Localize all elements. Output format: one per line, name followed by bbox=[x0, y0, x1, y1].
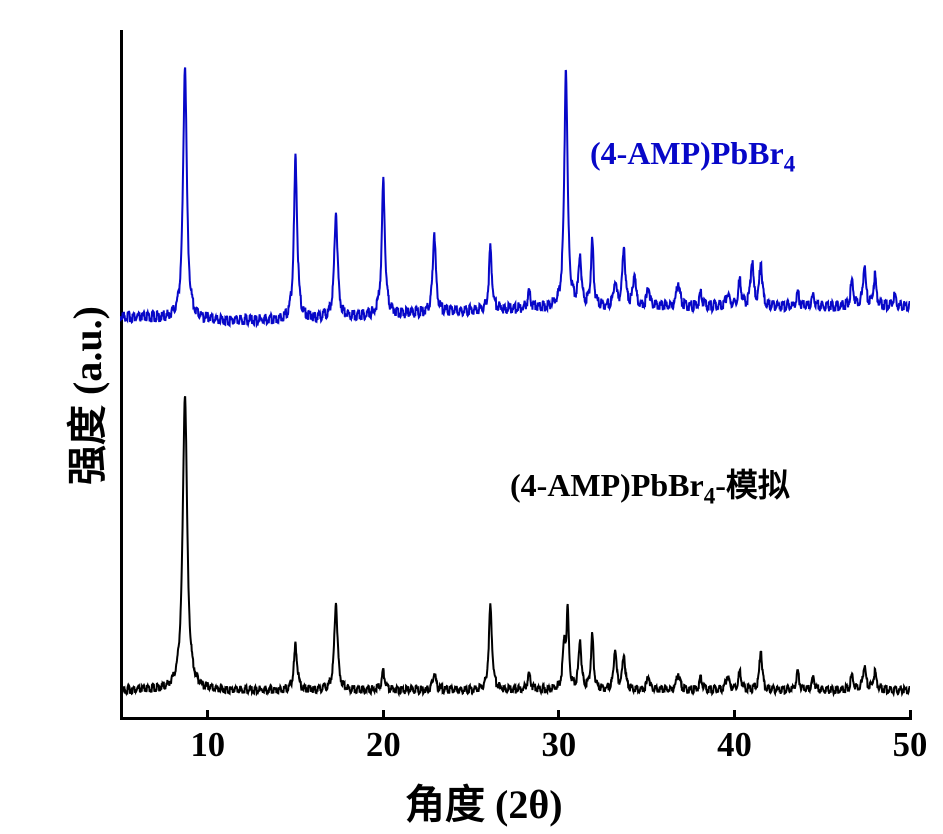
series-line-simulated bbox=[120, 396, 910, 694]
x-tick-mark bbox=[382, 710, 385, 720]
x-tick-label: 10 bbox=[178, 726, 238, 765]
x-tick-mark bbox=[733, 710, 736, 720]
series-label-simulated: (4-AMP)PbBr4-模拟 bbox=[510, 460, 790, 509]
x-tick-mark bbox=[557, 710, 560, 720]
x-tick-label: 40 bbox=[704, 726, 764, 765]
x-tick-mark bbox=[909, 710, 912, 720]
x-axis-label: 角度 (2θ) bbox=[405, 772, 563, 830]
y-axis-label: 强度 (a.u.) bbox=[55, 306, 113, 485]
xrd-figure: 角度 (2θ) 强度 (a.u.) (4-AMP)PbBr4 (4-AMP)Pb… bbox=[0, 0, 943, 834]
series-line-measured bbox=[120, 68, 910, 326]
series-label-measured: (4-AMP)PbBr4 bbox=[590, 135, 795, 177]
x-tick-label: 50 bbox=[880, 726, 940, 765]
x-tick-label: 20 bbox=[353, 726, 413, 765]
x-tick-mark bbox=[206, 710, 209, 720]
x-tick-label: 30 bbox=[529, 726, 589, 765]
plot-svg bbox=[120, 30, 910, 720]
